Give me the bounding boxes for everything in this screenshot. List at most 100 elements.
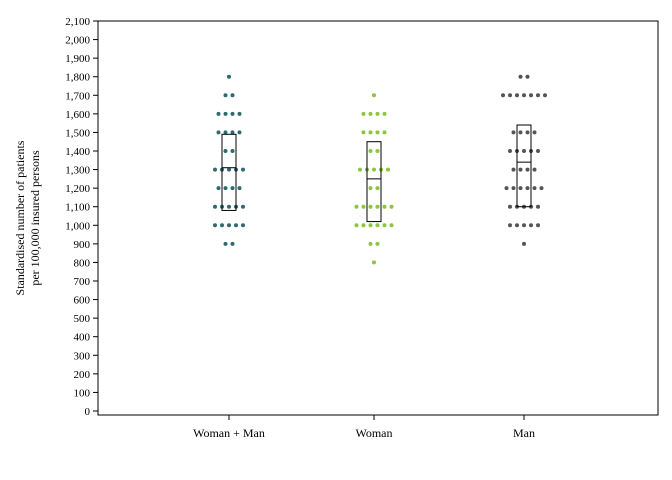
data-point [389, 204, 394, 209]
data-point [382, 111, 387, 116]
data-point [237, 130, 242, 135]
plot-area [213, 74, 547, 265]
data-point [227, 74, 231, 79]
data-point [241, 204, 245, 209]
data-point [536, 204, 540, 209]
y-tick-label: 2,000 [65, 35, 90, 47]
data-point [382, 223, 387, 228]
data-point [529, 93, 533, 98]
plot-frame [97, 20, 659, 416]
y-tick-label: 2,100 [65, 16, 90, 28]
y-axis-title-line-1: Standardised number of patients [13, 140, 27, 295]
data-point [382, 130, 387, 135]
data-point [504, 186, 509, 191]
y-tick-label: 200 [74, 369, 91, 381]
y-tick-label: 300 [74, 350, 91, 362]
data-point [543, 93, 547, 98]
data-point [518, 74, 523, 79]
data-point [525, 186, 530, 191]
data-point [522, 149, 526, 153]
y-tick-label: 1,300 [65, 165, 90, 177]
data-point [361, 204, 366, 209]
data-point [230, 186, 235, 191]
data-point [213, 204, 217, 209]
data-point [515, 93, 519, 98]
data-point [216, 130, 221, 135]
data-point [518, 186, 523, 191]
data-point [230, 111, 235, 116]
data-point [532, 130, 537, 135]
y-tick-label: 800 [74, 257, 91, 269]
data-point [515, 223, 519, 228]
data-point [223, 186, 228, 191]
data-point [223, 241, 228, 246]
x-tick-label: Man [513, 426, 535, 440]
data-point [375, 149, 380, 153]
data-point [532, 167, 537, 172]
data-point [368, 149, 373, 153]
data-point [522, 223, 526, 228]
data-point [361, 111, 366, 116]
y-tick-label: 500 [74, 313, 91, 325]
y-tick-label: 1,600 [65, 109, 90, 121]
data-point [372, 260, 376, 265]
data-point [522, 93, 526, 98]
data-point [525, 167, 530, 172]
x-tick-label: Woman + Man [193, 426, 265, 440]
data-point [375, 241, 380, 246]
data-point [230, 130, 235, 135]
data-point [536, 149, 540, 153]
data-point [227, 204, 231, 209]
y-tick-label: 100 [74, 387, 91, 399]
x-axis: Woman + Man Woman Man [193, 415, 535, 440]
data-point [389, 223, 394, 228]
data-point [508, 149, 512, 153]
y-tick-label: 0 [85, 406, 91, 418]
data-point [525, 74, 530, 79]
data-point [508, 204, 512, 209]
data-point [368, 223, 373, 228]
data-point [375, 223, 380, 228]
y-tick-label: 1,700 [65, 90, 90, 102]
iqr-box [516, 124, 532, 208]
data-point [368, 111, 373, 116]
data-point [241, 223, 245, 228]
y-tick-label: 1,100 [65, 202, 90, 214]
data-point [241, 167, 245, 172]
data-point [511, 130, 516, 135]
data-point [216, 186, 221, 191]
data-point [354, 204, 359, 209]
y-tick-label: 1,000 [65, 220, 90, 232]
data-point [522, 241, 526, 246]
data-point [237, 186, 242, 191]
y-tick-label: 900 [74, 239, 91, 251]
data-point [361, 223, 366, 228]
data-point [227, 223, 231, 228]
data-point [354, 223, 359, 228]
data-point [213, 223, 217, 228]
data-point [227, 167, 231, 172]
data-point [536, 223, 540, 228]
x-tick-label: Woman [355, 426, 392, 440]
data-point [230, 93, 235, 98]
data-point [372, 93, 376, 98]
iqr-box [221, 133, 237, 211]
series-group [501, 74, 547, 246]
iqr-box [366, 141, 382, 223]
data-point [358, 167, 362, 172]
y-tick-label: 700 [74, 276, 91, 288]
data-point [536, 93, 540, 98]
data-point [511, 186, 516, 191]
data-point [508, 93, 512, 98]
data-point [213, 167, 217, 172]
data-point [368, 130, 373, 135]
y-tick-label: 1,800 [65, 72, 90, 84]
data-point [361, 130, 366, 135]
data-point [223, 149, 228, 153]
data-point [511, 167, 516, 172]
data-point [368, 186, 373, 191]
data-point [368, 204, 373, 209]
data-point [216, 111, 221, 116]
data-point [386, 167, 390, 172]
